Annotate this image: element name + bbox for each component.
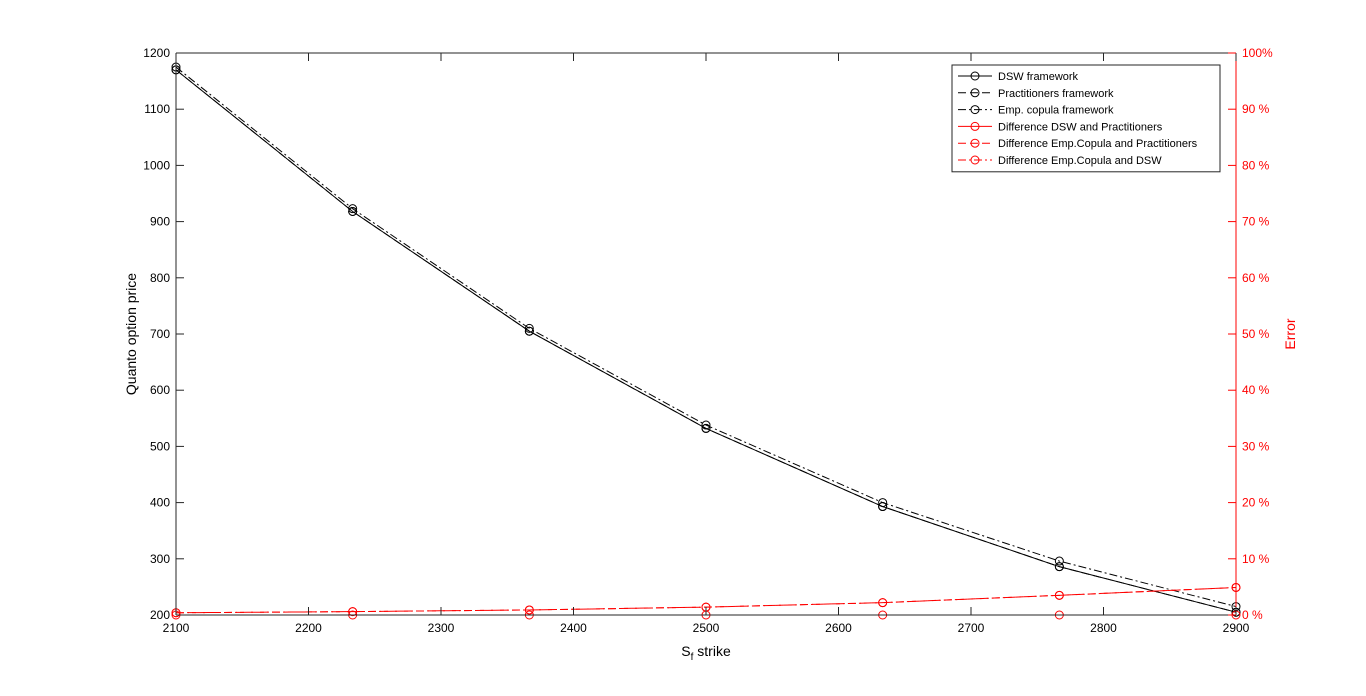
legend-entry-label: Practitioners framework [998, 88, 1114, 100]
y-left-tick-label: 1100 [144, 102, 170, 116]
data-point [1054, 590, 1064, 600]
legend-entry-label: Difference Emp.Copula and DSW [998, 155, 1162, 167]
y-right-axis-title: Error [1282, 318, 1298, 349]
axes-layer: 2100 2200 2300 2400 2500 2600 2700 2800 2900 200 3… [143, 46, 1273, 635]
data-point [524, 326, 534, 336]
y-left-tick-label: 300 [150, 552, 170, 566]
y-left-tick-label: 900 [150, 215, 170, 229]
data-point [1054, 556, 1064, 566]
y-left-tick-label: 500 [150, 439, 170, 453]
y-right-tick-label: 100% [1242, 46, 1273, 60]
data-point [348, 204, 358, 214]
y-right-tick-label: 70 % [1242, 215, 1270, 229]
x-tick-label: 2600 [825, 621, 852, 635]
legend-entry-label: DSW framework [998, 71, 1079, 83]
y-left-tick-label: 1000 [143, 158, 170, 172]
y-left-tick-label: 800 [150, 271, 170, 285]
data-point [701, 423, 711, 433]
data-point [348, 607, 358, 617]
data-point [878, 498, 888, 508]
legend-entry-label: Emp. copula framework [998, 105, 1114, 117]
legend-swatch-marker [970, 105, 980, 115]
y-right-tick-label: 40 % [1242, 383, 1270, 397]
x-tick-label: 2800 [1090, 621, 1117, 635]
y-right-tick-label: 90 % [1242, 102, 1270, 116]
x-axis-title-rest: strike [693, 643, 731, 659]
x-tick-label: 2300 [428, 621, 455, 635]
legend-swatch-marker [970, 121, 980, 131]
y-right-tick-label: 0 % [1242, 608, 1263, 622]
x-tick-label: 2200 [295, 621, 322, 635]
x-tick-label: 2700 [958, 621, 985, 635]
legend-swatch-marker [970, 88, 980, 98]
y-right-tick-label: 50 % [1242, 327, 1270, 341]
y-left-tick-label: 200 [150, 608, 170, 622]
data-point [701, 420, 711, 430]
x-axis-title: Sf strike [681, 643, 731, 663]
x-tick-label: 2400 [560, 621, 587, 635]
x-tick-label: 2100 [163, 621, 190, 635]
x-axis-title-main: S [681, 643, 690, 659]
y-right-tick-label: 30 % [1242, 439, 1270, 453]
y-left-tick-label: 1200 [143, 46, 170, 60]
legend: DSW framework Practitioners framework Emp.… [951, 64, 1221, 173]
x-axis-title-sub: f [691, 652, 694, 663]
legend-entry-label: Difference Emp.Copula and Practitioners [998, 138, 1198, 150]
legend-entry-label: Difference DSW and Practitioners [998, 121, 1163, 133]
x-tick-label: 2900 [1223, 621, 1250, 635]
data-point [524, 323, 534, 333]
x-tick-label: 2500 [693, 621, 720, 635]
legend-swatch-marker [970, 155, 980, 165]
y-left-tick-label: 700 [150, 327, 170, 341]
data-point [1054, 562, 1064, 572]
y-right-tick-label: 10 % [1242, 552, 1270, 566]
series-line [175, 69, 1237, 613]
series-line [175, 66, 1237, 608]
legend-swatch-marker [970, 138, 980, 148]
data-point [878, 598, 888, 608]
legend-swatch-marker [970, 71, 980, 81]
y-left-tick-label: 400 [150, 496, 170, 510]
y-right-tick-label: 60 % [1242, 271, 1270, 285]
y-right-tick-label: 20 % [1242, 496, 1270, 510]
y-left-tick-label: 600 [150, 383, 170, 397]
y-right-tick-label: 80 % [1242, 158, 1270, 172]
y-left-axis-title: Quanto option price [123, 273, 139, 395]
legend-box [951, 64, 1221, 173]
data-point [524, 605, 534, 615]
